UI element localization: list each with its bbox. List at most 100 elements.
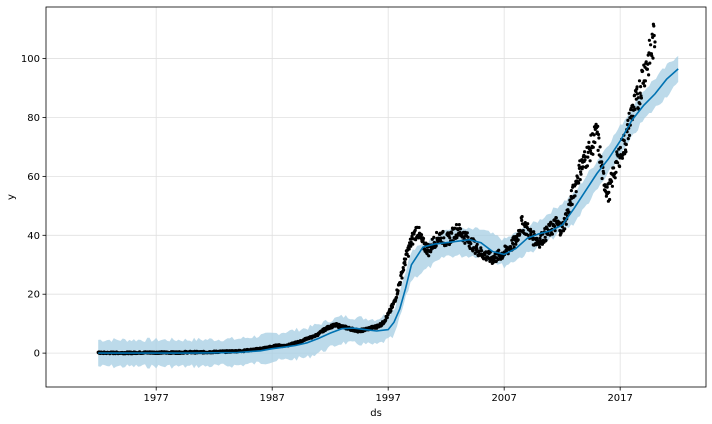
observed-point (633, 107, 637, 111)
observed-point (647, 73, 651, 77)
observed-point (635, 92, 640, 96)
observed-point (484, 258, 488, 262)
observed-point (406, 254, 410, 258)
observed-point (653, 45, 657, 49)
x-tick-label: 1997 (375, 393, 400, 404)
observed-point (455, 236, 459, 240)
observed-point (629, 106, 633, 111)
observed-point (538, 236, 542, 240)
observed-point (595, 130, 599, 134)
observed-point (616, 161, 620, 165)
observed-point (385, 315, 389, 320)
observed-point (448, 236, 452, 240)
observed-point (403, 263, 407, 267)
observed-point (563, 227, 567, 231)
observed-point (649, 43, 653, 47)
observed-point (389, 309, 393, 313)
observed-point (569, 189, 574, 193)
observed-point (454, 223, 459, 227)
uncertainty-interval-band (98, 55, 679, 369)
observed-point (496, 257, 500, 261)
observed-point (458, 227, 463, 231)
observed-point (543, 235, 547, 239)
observed-point (574, 190, 578, 194)
observed-point (651, 56, 655, 60)
observed-point (532, 230, 536, 234)
observed-point (587, 140, 591, 144)
observed-point (479, 246, 483, 250)
observed-point (578, 178, 582, 182)
x-tick-label: 1977 (143, 393, 168, 404)
observed-point (636, 96, 640, 100)
observed-point (562, 216, 566, 221)
x-tick-label: 2007 (491, 393, 516, 404)
observed-point (634, 89, 638, 93)
y-axis-ticks: 0 20 40 60 80 100 (21, 54, 46, 360)
observed-point (477, 249, 481, 253)
observed-point (643, 79, 648, 83)
forecast-line-layer (98, 68, 679, 354)
x-axis-ticks: 1977 1987 1997 2007 2017 (143, 387, 633, 404)
observed-point (526, 233, 530, 237)
observed-point (419, 233, 424, 237)
observed-point (647, 38, 652, 42)
observed-point (573, 194, 577, 198)
observed-point (624, 142, 628, 147)
observed-point (466, 235, 470, 239)
observed-point (520, 215, 524, 219)
observed-point (535, 236, 539, 240)
observed-point (544, 238, 548, 242)
observed-point (390, 305, 395, 309)
y-tick-label: 80 (27, 113, 40, 124)
observed-point (620, 156, 625, 160)
observed-point (400, 276, 404, 280)
observed-point (586, 155, 590, 159)
observed-point (521, 229, 525, 233)
observed-point (577, 181, 581, 185)
observed-point (475, 247, 479, 251)
observed-point (480, 249, 484, 253)
observed-point (450, 231, 454, 235)
observed-point (607, 190, 611, 194)
observed-point (598, 145, 602, 149)
uncertainty-interval-area (98, 55, 679, 369)
observed-point (608, 197, 612, 202)
observed-point (583, 155, 588, 159)
observed-point (600, 160, 604, 164)
observed-point (409, 244, 413, 248)
observed-point (435, 230, 439, 235)
observed-point (494, 259, 498, 263)
observed-point (497, 248, 501, 252)
observed-point (610, 184, 615, 188)
observed-point (401, 266, 405, 270)
observed-point (414, 238, 418, 242)
observed-point (475, 242, 479, 246)
observed-point (648, 61, 652, 65)
observed-point (439, 236, 443, 240)
observed-point (441, 229, 445, 234)
observed-point (580, 158, 584, 162)
observed-point (605, 185, 609, 189)
observed-point (612, 166, 616, 170)
observed-point (596, 148, 600, 152)
observed-point (564, 222, 568, 226)
observed-point (637, 79, 642, 83)
observed-point (484, 250, 488, 254)
observed-point (463, 241, 467, 245)
observed-point (639, 96, 644, 100)
observed-point (588, 149, 593, 153)
observed-point (581, 165, 585, 169)
observed-point (549, 220, 553, 224)
observed-point (618, 145, 623, 150)
observed-point (421, 239, 425, 243)
observed-point (622, 139, 626, 143)
observed-point (596, 132, 601, 137)
y-tick-label: 60 (27, 172, 40, 183)
observed-point (588, 159, 592, 163)
observed-point (493, 252, 497, 256)
observed-point (610, 179, 614, 184)
observed-point (410, 234, 414, 238)
observed-point (566, 208, 570, 212)
observed-point (627, 111, 631, 115)
